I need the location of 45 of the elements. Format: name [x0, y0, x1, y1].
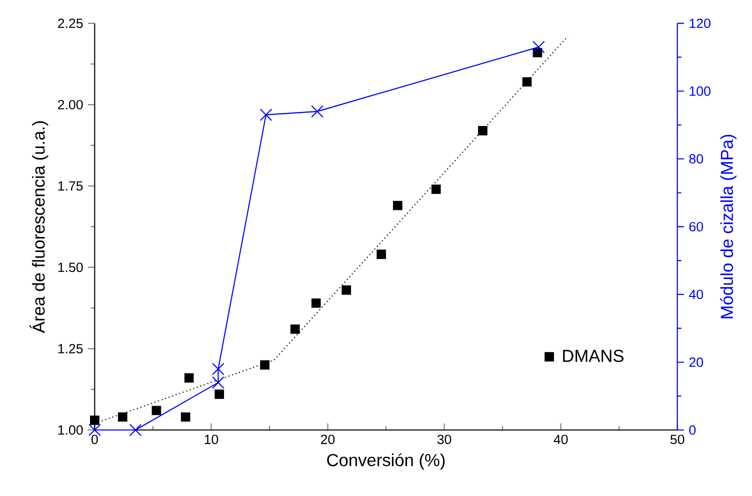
point	[152, 406, 162, 416]
point	[118, 412, 128, 422]
point	[311, 298, 321, 308]
x-tick-label: 50	[670, 434, 684, 444]
point	[180, 412, 190, 422]
point	[478, 126, 488, 136]
point	[342, 285, 352, 295]
point	[212, 362, 224, 376]
y2-tick-label: 120	[690, 18, 710, 28]
point	[376, 250, 386, 259]
point	[214, 390, 224, 399]
legend-label: DMANS	[563, 350, 624, 362]
y2-tick-label: 80	[689, 154, 704, 164]
y-tick-label: 1.00	[58, 425, 83, 435]
point	[88, 424, 101, 436]
point	[212, 376, 224, 389]
y-tick-label: 2.00	[58, 100, 83, 110]
y-axis-title: Área de fluorescencia (u.a.)	[30, 121, 48, 334]
x-tick-label: 10	[204, 434, 218, 444]
y-tick-label: 1.75	[58, 181, 83, 191]
point	[522, 77, 532, 87]
point	[260, 360, 270, 370]
point	[311, 105, 324, 118]
point	[392, 200, 402, 210]
x-tick-label: 40	[554, 434, 568, 444]
x-tick-label: 20	[320, 434, 335, 444]
x-tick-label: 0	[91, 434, 98, 444]
y2-tick-label: 100	[690, 86, 710, 96]
point	[532, 40, 545, 54]
point	[260, 108, 272, 122]
x-axis-title: Conversión (%)	[327, 453, 445, 470]
y-tick-label: 1.25	[58, 344, 83, 354]
point	[290, 324, 300, 334]
y2-tick-label: 40	[689, 290, 704, 300]
y2-tick-label: 20	[689, 358, 704, 367]
point	[90, 416, 100, 425]
point	[431, 184, 441, 194]
y2-tick-label: 0	[689, 425, 696, 435]
y2-axis-title: Módulo de cizalla (MPa)	[720, 134, 736, 318]
y-tick-label: 1.50	[58, 262, 83, 272]
y2-tick-label: 60	[689, 222, 704, 232]
point	[129, 424, 142, 436]
y-tick-label: 2.25	[58, 18, 83, 28]
x-tick-label: 30	[437, 434, 452, 444]
point	[184, 373, 194, 383]
